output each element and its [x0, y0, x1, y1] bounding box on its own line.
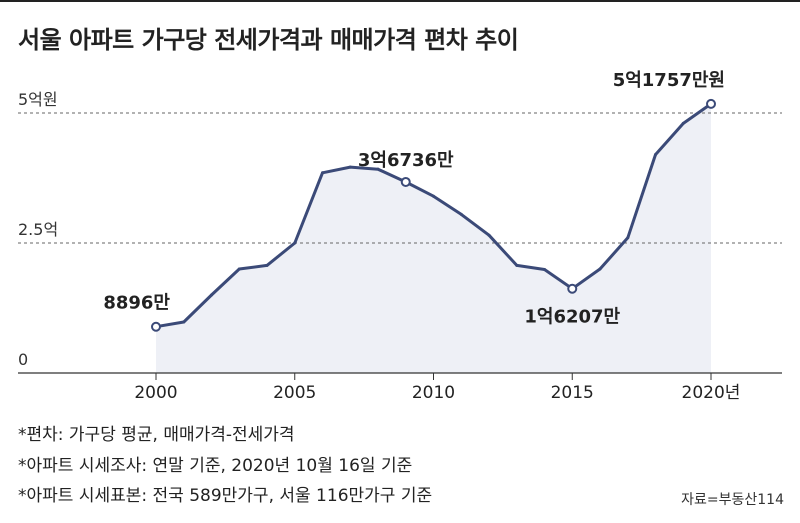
data-point	[598, 267, 602, 271]
x-tick-label: 2010	[412, 383, 455, 403]
footnote-deviation: *편차: 가구당 평균, 매매가격-전세가격	[18, 425, 295, 445]
data-point	[681, 121, 685, 125]
source-credit: 자료=부동산114	[681, 492, 784, 508]
data-point	[348, 165, 352, 169]
x-tick-label: 2015	[551, 383, 594, 403]
footnote-survey: *아파트 시세조사: 연말 기준, 2020년 10월 16일 기준	[18, 455, 413, 476]
chart-title: 서울 아파트 가구당 전세가격과 매매가격 편차 추이	[18, 26, 519, 54]
x-tick-label: 2005	[273, 383, 316, 403]
footnotes: *편차: 가구당 평균, 매매가격-전세가격 *아파트 시세조사: 연말 기준,…	[18, 420, 432, 512]
data-point	[543, 268, 546, 272]
data-point	[210, 293, 213, 297]
data-point	[265, 263, 269, 267]
data-point	[376, 167, 380, 171]
y-tick-label: 0	[18, 350, 28, 369]
data-point	[459, 212, 463, 216]
data-point	[182, 320, 186, 324]
footnote-sample: *아파트 시세표본: 전국 589만가구, 서울 116만가구 기준	[18, 486, 433, 506]
data-point	[626, 236, 630, 240]
data-point	[487, 233, 491, 237]
data-point	[432, 194, 435, 198]
data-point	[293, 241, 297, 245]
annotated-point	[151, 321, 161, 332]
y-tick-label: 5억원	[18, 90, 58, 109]
top-rule	[0, 0, 800, 2]
data-point	[237, 267, 241, 271]
annotated-point	[400, 176, 411, 187]
annotated-point	[567, 283, 578, 294]
annotated-point	[706, 98, 716, 109]
area-fill	[156, 103, 711, 374]
chart-area: 0 2.5억 5억원 2000 2005 2010 2015 2020년 8896만 3억6736…	[18, 70, 782, 403]
data-point	[654, 153, 657, 157]
x-tick-label: 2000	[134, 383, 177, 403]
x-tick-label: 2020년	[682, 383, 741, 403]
data-label: 1억6207만	[524, 307, 620, 328]
data-label: 3억6736만	[358, 150, 454, 171]
data-point	[515, 263, 519, 267]
data-point	[321, 171, 324, 175]
data-label: 5억1757만원	[613, 70, 725, 91]
y-tick-label: 2.5억	[18, 220, 58, 239]
data-label: 8896만	[103, 293, 170, 314]
